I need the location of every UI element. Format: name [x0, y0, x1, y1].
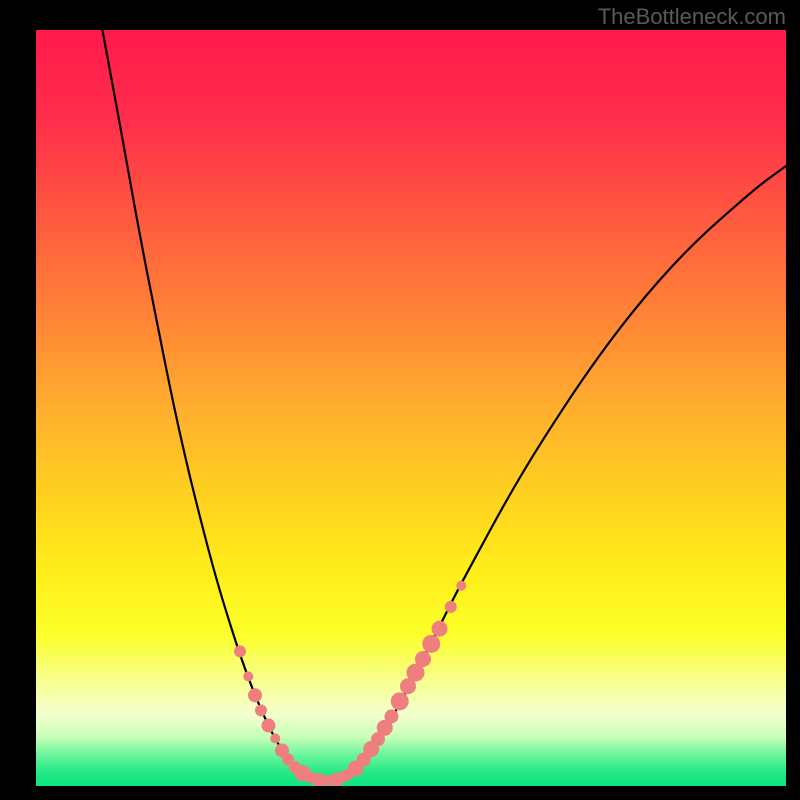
data-marker	[391, 692, 409, 710]
data-marker	[234, 645, 246, 657]
chart-svg	[36, 30, 786, 786]
marker-group	[234, 581, 466, 786]
data-marker	[262, 719, 276, 733]
data-marker	[255, 704, 267, 716]
frame-right	[786, 0, 800, 800]
data-marker	[385, 709, 399, 723]
plot-area	[36, 30, 786, 786]
data-marker	[432, 621, 448, 637]
frame-left	[0, 0, 36, 800]
frame-bottom	[0, 786, 800, 800]
data-marker	[445, 601, 457, 613]
data-marker	[248, 688, 262, 702]
watermark-text: TheBottleneck.com	[598, 4, 786, 30]
data-marker	[243, 671, 253, 681]
data-marker	[415, 651, 431, 667]
data-marker	[270, 733, 280, 743]
bottleneck-curve	[98, 30, 786, 781]
data-marker	[422, 635, 440, 653]
data-marker	[456, 581, 466, 591]
